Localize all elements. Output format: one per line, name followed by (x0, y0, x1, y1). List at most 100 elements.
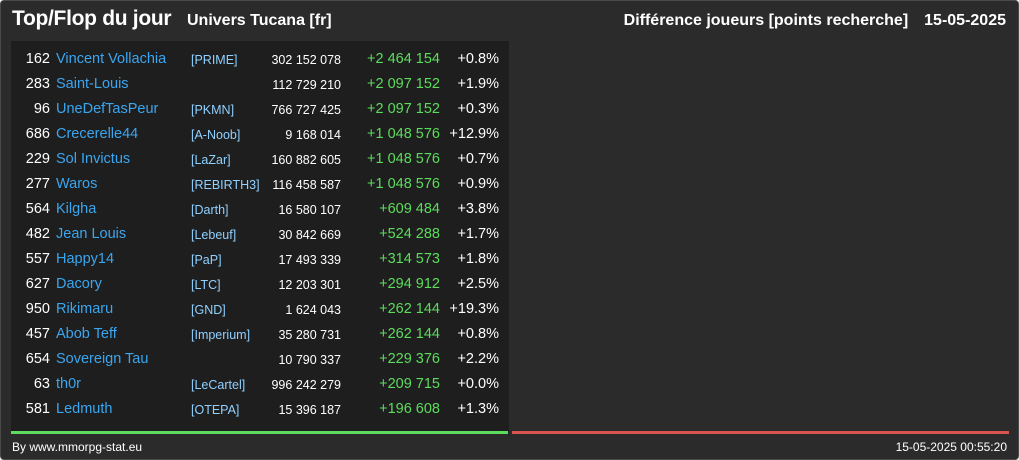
points-cell: 17 493 339 (278, 253, 341, 267)
table-row: 654 Sovereign Tau 10 790 337 +229 376 +2.2% (11, 348, 509, 373)
player-name-link[interactable]: Vincent Vollachia (56, 51, 167, 67)
diff-cell: +1 048 576 (367, 176, 440, 192)
rank-cell: 63 (33, 376, 50, 392)
rank-cell: 950 (25, 301, 50, 317)
points-cell: 116 458 587 (272, 178, 341, 192)
table-row: 581 Ledmuth [OTEPA] 15 396 187 +196 608 +1.3% (11, 398, 509, 423)
rank-cell: 283 (25, 76, 50, 92)
alliance-tag-link[interactable]: [Lebeuf] (191, 228, 237, 242)
points-cell: 15 396 187 (278, 403, 341, 417)
points-cell: 302 152 078 (271, 53, 341, 67)
top-accent-bar-lower (11, 431, 508, 434)
points-cell: 766 727 425 (271, 103, 341, 117)
percent-cell: +1.7% (457, 226, 499, 242)
rank-cell: 686 (25, 126, 50, 142)
date-label: 15-05-2025 (924, 12, 1006, 29)
diff-cell: +1 048 576 (367, 151, 440, 167)
flop-accent-bar-lower (512, 431, 1009, 434)
alliance-tag-link[interactable]: [A-Noob] (191, 128, 241, 142)
points-cell: 30 842 669 (278, 228, 341, 242)
alliance-tag-link[interactable]: [PRIME] (191, 53, 238, 67)
percent-cell: +1.3% (457, 401, 499, 417)
percent-cell: +0.7% (457, 151, 499, 167)
percent-cell: +0.8% (457, 51, 499, 67)
points-cell: 9 168 014 (285, 128, 341, 142)
player-name-link[interactable]: Waros (56, 176, 98, 192)
diff-cell: +2 097 152 (367, 101, 440, 117)
rank-cell: 162 (25, 51, 50, 67)
points-cell: 35 280 731 (278, 328, 341, 342)
table-row: 457 Abob Teff [Imperium] 35 280 731 +262 144… (11, 323, 509, 348)
rank-cell: 96 (33, 101, 50, 117)
player-name-link[interactable]: Crecerelle44 (56, 126, 139, 142)
table-row: 627 Dacory [LTC] 12 203 301 +294 912 +2.5% (11, 273, 509, 298)
player-name-link[interactable]: Sovereign Tau (56, 351, 149, 367)
diff-cell: +2 097 152 (367, 76, 440, 92)
player-name-link[interactable]: Kilgha (56, 201, 97, 217)
diff-cell: +2 464 154 (367, 51, 440, 67)
player-name-link[interactable]: Ledmuth (56, 401, 113, 417)
player-name-link[interactable]: Jean Louis (56, 226, 127, 242)
rank-cell: 457 (25, 326, 50, 342)
diff-cell: +524 288 (379, 226, 440, 242)
percent-cell: +2.5% (457, 276, 499, 292)
points-cell: 996 242 279 (271, 378, 341, 392)
diff-cell: +609 484 (379, 201, 440, 217)
alliance-tag-link[interactable]: [OTEPA] (191, 403, 240, 417)
rank-cell: 482 (25, 226, 50, 242)
alliance-tag-link[interactable]: [LTC] (191, 278, 221, 292)
percent-cell: +1.9% (457, 76, 499, 92)
diff-cell: +229 376 (379, 351, 440, 367)
alliance-tag-link[interactable]: [LaZar] (191, 153, 231, 167)
rank-cell: 229 (25, 151, 50, 167)
diff-cell: +262 144 (379, 326, 440, 342)
player-name-link[interactable]: Abob Teff (56, 326, 117, 342)
flop-panel (512, 41, 1009, 433)
player-name-link[interactable]: Dacory (56, 276, 102, 292)
player-name-link[interactable]: Sol Invictus (56, 151, 131, 167)
alliance-tag-link[interactable]: [Imperium] (191, 328, 251, 342)
alliance-tag-link[interactable]: [PKMN] (191, 103, 235, 117)
player-name-link[interactable]: UneDefTasPeur (56, 101, 159, 117)
header-right: Différence joueurs [points recherche] 15… (624, 12, 1006, 30)
rank-cell: 627 (25, 276, 50, 292)
percent-cell: +0.9% (457, 176, 499, 192)
percent-cell: +12.9% (449, 126, 499, 142)
diff-cell: +1 048 576 (367, 126, 440, 142)
table-row: 686 Crecerelle44 [A-Noob] 9 168 014 +1 048 5… (11, 123, 509, 148)
player-name-link[interactable]: th0r (56, 376, 81, 392)
alliance-tag-link[interactable]: [Darth] (191, 203, 229, 217)
top-panel: 162 Vincent Vollachia [PRIME] 302 152 078 +2… (11, 41, 509, 433)
table-row: 63 th0r [LeCartel] 996 242 279 +209 715 +0.0% (11, 373, 509, 398)
percent-cell: +19.3% (449, 301, 499, 317)
alliance-tag-link[interactable]: [LeCartel] (191, 378, 246, 392)
percent-cell: +0.3% (457, 101, 499, 117)
points-cell: 10 790 337 (278, 353, 341, 367)
points-cell: 12 203 301 (278, 278, 341, 292)
top-list: 162 Vincent Vollachia [PRIME] 302 152 078 +2… (11, 48, 509, 423)
table-row: 564 Kilgha [Darth] 16 580 107 +609 484 +3.8% (11, 198, 509, 223)
diff-cell: +196 608 (379, 401, 440, 417)
table-row: 229 Sol Invictus [LaZar] 160 882 605 +1 048 … (11, 148, 509, 173)
alliance-tag-link[interactable]: [REBIRTH3] (191, 178, 260, 192)
rank-cell: 564 (25, 201, 50, 217)
alliance-tag-link[interactable]: [GND] (191, 303, 226, 317)
points-cell: 16 580 107 (278, 203, 341, 217)
alliance-tag-link[interactable]: [PaP] (191, 253, 222, 267)
player-name-link[interactable]: Rikimaru (56, 301, 114, 317)
table-row: 283 Saint-Louis 112 729 210 +2 097 152 +1.9% (11, 73, 509, 98)
rank-cell: 581 (25, 401, 50, 417)
player-name-link[interactable]: Happy14 (56, 251, 115, 267)
player-name-link[interactable]: Saint-Louis (56, 76, 129, 92)
percent-cell: +1.8% (457, 251, 499, 267)
table-row: 96 UneDefTasPeur [PKMN] 766 727 425 +2 097 1… (11, 98, 509, 123)
table-row: 162 Vincent Vollachia [PRIME] 302 152 078 +2… (11, 48, 509, 73)
percent-cell: +2.2% (457, 351, 499, 367)
universe-label: Univers Tucana [fr] (187, 12, 332, 29)
percent-cell: +0.0% (457, 376, 499, 392)
table-row: 557 Happy14 [PaP] 17 493 339 +314 573 +1.8% (11, 248, 509, 273)
percent-cell: +0.8% (457, 326, 499, 342)
page-title: Top/Flop du jour (12, 7, 172, 30)
table-row: 950 Rikimaru [GND] 1 624 043 +262 144 +19.3% (11, 298, 509, 323)
